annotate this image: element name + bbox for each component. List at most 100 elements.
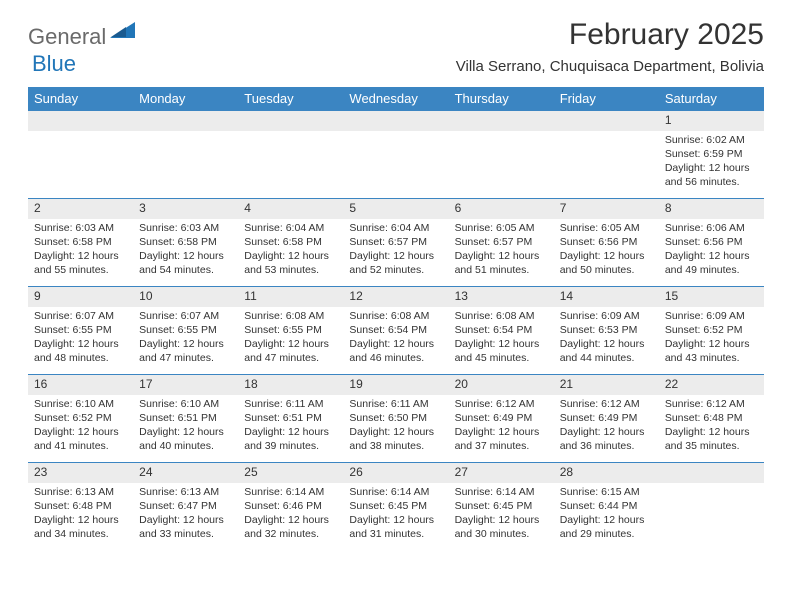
calendar-header: SundayMondayTuesdayWednesdayThursdayFrid… — [28, 87, 764, 111]
day-details: Sunrise: 6:11 AMSunset: 6:51 PMDaylight:… — [238, 395, 343, 458]
day-details: Sunrise: 6:03 AMSunset: 6:58 PMDaylight:… — [133, 219, 238, 282]
day-details: Sunrise: 6:09 AMSunset: 6:53 PMDaylight:… — [554, 307, 659, 370]
calendar-day-cell: 7Sunrise: 6:05 AMSunset: 6:56 PMDaylight… — [554, 199, 659, 287]
calendar-day-cell: 1Sunrise: 6:02 AMSunset: 6:59 PMDaylight… — [659, 111, 764, 199]
calendar-day-cell: 9Sunrise: 6:07 AMSunset: 6:55 PMDaylight… — [28, 287, 133, 375]
day-number: 21 — [554, 375, 659, 395]
day-number: 5 — [343, 199, 448, 219]
day-details: Sunrise: 6:04 AMSunset: 6:58 PMDaylight:… — [238, 219, 343, 282]
weekday-header: Friday — [554, 87, 659, 111]
calendar-day-cell: 17Sunrise: 6:10 AMSunset: 6:51 PMDayligh… — [133, 375, 238, 463]
calendar-day-cell — [343, 111, 448, 199]
calendar-day-cell — [554, 111, 659, 199]
day-number: 17 — [133, 375, 238, 395]
day-number: 15 — [659, 287, 764, 307]
day-details: Sunrise: 6:07 AMSunset: 6:55 PMDaylight:… — [28, 307, 133, 370]
calendar-body: 1Sunrise: 6:02 AMSunset: 6:59 PMDaylight… — [28, 111, 764, 551]
day-number: 3 — [133, 199, 238, 219]
day-number — [28, 111, 133, 131]
day-number: 2 — [28, 199, 133, 219]
day-details: Sunrise: 6:02 AMSunset: 6:59 PMDaylight:… — [659, 131, 764, 194]
calendar-day-cell: 20Sunrise: 6:12 AMSunset: 6:49 PMDayligh… — [449, 375, 554, 463]
day-number — [659, 463, 764, 483]
calendar-week-row: 23Sunrise: 6:13 AMSunset: 6:48 PMDayligh… — [28, 463, 764, 551]
calendar-day-cell: 4Sunrise: 6:04 AMSunset: 6:58 PMDaylight… — [238, 199, 343, 287]
calendar-day-cell — [449, 111, 554, 199]
calendar-week-row: 1Sunrise: 6:02 AMSunset: 6:59 PMDaylight… — [28, 111, 764, 199]
calendar-day-cell: 25Sunrise: 6:14 AMSunset: 6:46 PMDayligh… — [238, 463, 343, 551]
calendar-day-cell: 24Sunrise: 6:13 AMSunset: 6:47 PMDayligh… — [133, 463, 238, 551]
calendar-day-cell: 27Sunrise: 6:14 AMSunset: 6:45 PMDayligh… — [449, 463, 554, 551]
calendar-day-cell: 10Sunrise: 6:07 AMSunset: 6:55 PMDayligh… — [133, 287, 238, 375]
calendar-week-row: 9Sunrise: 6:07 AMSunset: 6:55 PMDaylight… — [28, 287, 764, 375]
calendar-day-cell: 13Sunrise: 6:08 AMSunset: 6:54 PMDayligh… — [449, 287, 554, 375]
day-details: Sunrise: 6:13 AMSunset: 6:47 PMDaylight:… — [133, 483, 238, 546]
calendar-week-row: 16Sunrise: 6:10 AMSunset: 6:52 PMDayligh… — [28, 375, 764, 463]
day-details: Sunrise: 6:10 AMSunset: 6:51 PMDaylight:… — [133, 395, 238, 458]
logo-text-blue: Blue — [32, 51, 76, 76]
day-details: Sunrise: 6:08 AMSunset: 6:54 PMDaylight:… — [343, 307, 448, 370]
weekday-header: Wednesday — [343, 87, 448, 111]
calendar-day-cell: 21Sunrise: 6:12 AMSunset: 6:49 PMDayligh… — [554, 375, 659, 463]
day-details: Sunrise: 6:04 AMSunset: 6:57 PMDaylight:… — [343, 219, 448, 282]
weekday-header: Monday — [133, 87, 238, 111]
title-block: February 2025 Villa Serrano, Chuquisaca … — [456, 18, 764, 75]
logo-text-general: General — [28, 24, 106, 50]
calendar-day-cell — [133, 111, 238, 199]
day-number: 10 — [133, 287, 238, 307]
day-number: 23 — [28, 463, 133, 483]
day-number: 19 — [343, 375, 448, 395]
day-number: 13 — [449, 287, 554, 307]
day-details: Sunrise: 6:10 AMSunset: 6:52 PMDaylight:… — [28, 395, 133, 458]
weekday-header: Thursday — [449, 87, 554, 111]
calendar-day-cell: 12Sunrise: 6:08 AMSunset: 6:54 PMDayligh… — [343, 287, 448, 375]
logo-triangle-icon — [110, 21, 136, 44]
calendar-table: SundayMondayTuesdayWednesdayThursdayFrid… — [28, 87, 764, 551]
day-details: Sunrise: 6:09 AMSunset: 6:52 PMDaylight:… — [659, 307, 764, 370]
day-details: Sunrise: 6:13 AMSunset: 6:48 PMDaylight:… — [28, 483, 133, 546]
day-details: Sunrise: 6:05 AMSunset: 6:57 PMDaylight:… — [449, 219, 554, 282]
day-number — [133, 111, 238, 131]
calendar-day-cell: 6Sunrise: 6:05 AMSunset: 6:57 PMDaylight… — [449, 199, 554, 287]
day-number: 12 — [343, 287, 448, 307]
day-details: Sunrise: 6:05 AMSunset: 6:56 PMDaylight:… — [554, 219, 659, 282]
day-details: Sunrise: 6:08 AMSunset: 6:54 PMDaylight:… — [449, 307, 554, 370]
calendar-day-cell: 28Sunrise: 6:15 AMSunset: 6:44 PMDayligh… — [554, 463, 659, 551]
calendar-day-cell: 26Sunrise: 6:14 AMSunset: 6:45 PMDayligh… — [343, 463, 448, 551]
day-details: Sunrise: 6:14 AMSunset: 6:45 PMDaylight:… — [449, 483, 554, 546]
weekday-header: Saturday — [659, 87, 764, 111]
logo: General — [28, 24, 138, 50]
day-details: Sunrise: 6:08 AMSunset: 6:55 PMDaylight:… — [238, 307, 343, 370]
day-number: 4 — [238, 199, 343, 219]
weekday-header: Sunday — [28, 87, 133, 111]
day-number: 11 — [238, 287, 343, 307]
day-details: Sunrise: 6:14 AMSunset: 6:45 PMDaylight:… — [343, 483, 448, 546]
calendar-day-cell — [238, 111, 343, 199]
calendar-page: General February 2025 Villa Serrano, Chu… — [0, 0, 792, 561]
day-number: 25 — [238, 463, 343, 483]
calendar-day-cell: 2Sunrise: 6:03 AMSunset: 6:58 PMDaylight… — [28, 199, 133, 287]
day-details: Sunrise: 6:12 AMSunset: 6:49 PMDaylight:… — [449, 395, 554, 458]
day-details: Sunrise: 6:03 AMSunset: 6:58 PMDaylight:… — [28, 219, 133, 282]
day-number — [238, 111, 343, 131]
day-details: Sunrise: 6:14 AMSunset: 6:46 PMDaylight:… — [238, 483, 343, 546]
day-details: Sunrise: 6:11 AMSunset: 6:50 PMDaylight:… — [343, 395, 448, 458]
day-number: 9 — [28, 287, 133, 307]
calendar-day-cell — [659, 463, 764, 551]
day-number: 14 — [554, 287, 659, 307]
day-number: 27 — [449, 463, 554, 483]
day-number: 16 — [28, 375, 133, 395]
calendar-day-cell: 23Sunrise: 6:13 AMSunset: 6:48 PMDayligh… — [28, 463, 133, 551]
calendar-day-cell: 16Sunrise: 6:10 AMSunset: 6:52 PMDayligh… — [28, 375, 133, 463]
calendar-day-cell: 11Sunrise: 6:08 AMSunset: 6:55 PMDayligh… — [238, 287, 343, 375]
calendar-day-cell — [28, 111, 133, 199]
day-details: Sunrise: 6:12 AMSunset: 6:48 PMDaylight:… — [659, 395, 764, 458]
calendar-day-cell: 18Sunrise: 6:11 AMSunset: 6:51 PMDayligh… — [238, 375, 343, 463]
month-title: February 2025 — [456, 18, 764, 52]
day-number: 26 — [343, 463, 448, 483]
day-number: 20 — [449, 375, 554, 395]
day-details: Sunrise: 6:07 AMSunset: 6:55 PMDaylight:… — [133, 307, 238, 370]
day-number: 18 — [238, 375, 343, 395]
day-number — [554, 111, 659, 131]
calendar-day-cell: 14Sunrise: 6:09 AMSunset: 6:53 PMDayligh… — [554, 287, 659, 375]
